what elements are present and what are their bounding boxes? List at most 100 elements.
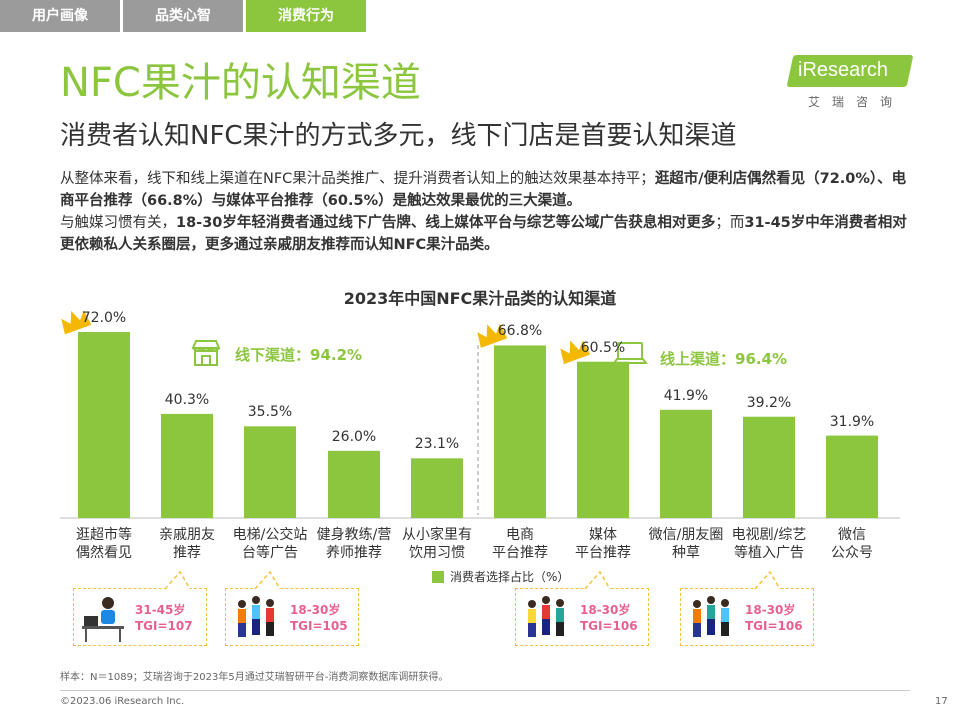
value-label-6: 66.8%	[497, 323, 543, 340]
value-label-4: 26.0%	[331, 428, 377, 445]
description-paragraph-1: 从整体来看，线下和线上渠道在NFC果汁品类推广、提升消费者认知上的触达效果基本持…	[60, 168, 910, 212]
category-label-1: 逛超市等 偶然看见	[59, 526, 149, 562]
young-people-icon	[693, 596, 729, 637]
logo-cn-text: 艾瑞咨询	[808, 95, 905, 109]
desc-bold: 18-30岁年轻消费者通过线下广告牌、线上媒体平台与综艺等公域广告获息相对更多	[176, 215, 716, 231]
description-paragraph-2: 与触媒习惯有关，18-30岁年轻消费者通过线下广告牌、线上媒体平台与综艺等公域广…	[60, 212, 910, 256]
bar-4	[328, 450, 380, 518]
tgi-callout-2	[225, 588, 359, 646]
tgi-age-1: 31-45岁	[135, 603, 186, 617]
tgi-age-4: 18-30岁	[745, 603, 796, 617]
bar-10	[826, 435, 878, 518]
chart-legend: 消费者选择占比（%）	[432, 568, 569, 585]
category-label-3: 电梯/公交站 台等广告	[225, 526, 315, 562]
desc-bold: 逛超市/便利店偶然看见（72.0%）、电商平台推荐（66.8%）与媒体平台推荐（…	[60, 171, 907, 209]
crown-icon	[61, 310, 92, 335]
category-label-line: 饮用习惯	[409, 545, 465, 561]
chart-title: 2023年中国NFC果汁品类的认知渠道	[343, 289, 617, 308]
section-tabs: 用户画像 品类心智 消费行为	[0, 0, 369, 32]
desc-bold: 31-45岁中年消费者相对更依赖私人关系圈层，更多通过亲戚朋友推荐而认知NFC果…	[60, 215, 907, 253]
bar-1	[78, 332, 130, 518]
category-label-line: 电视剧/综艺	[731, 527, 807, 543]
tgi-callout-4	[680, 588, 814, 646]
category-label-5: 从小家里有 饮用习惯	[392, 526, 482, 562]
bar-5	[411, 458, 463, 518]
category-label-line: 平台推荐	[575, 545, 631, 561]
tgi-age-2: 18-30岁	[290, 603, 341, 617]
category-label-line: 公众号	[831, 545, 873, 561]
category-label-line: 平台推荐	[492, 545, 548, 561]
office-person-icon	[82, 597, 124, 642]
category-label-line: 亲戚朋友	[159, 527, 215, 543]
bar-6	[494, 345, 546, 518]
offline-channel-label: 线下渠道：94.2%	[235, 346, 363, 364]
tab-category-mindset[interactable]: 品类心智	[123, 0, 243, 32]
category-label-4: 健身教练/营 养师推荐	[309, 526, 399, 562]
desc-text: 从整体来看，线下和线上渠道在NFC果汁品类推广、提升消费者认知上的触达效果基本持…	[60, 171, 655, 187]
young-people-icon	[238, 596, 274, 637]
tgi-value-2: TGI=105	[290, 619, 348, 633]
store-icon	[191, 340, 221, 366]
page-subtitle: 消费者认知NFC果汁的方式多元，线下门店是首要认知渠道	[60, 121, 737, 151]
category-label-line: 推荐	[173, 545, 201, 561]
tgi-value-3: TGI=106	[580, 619, 638, 633]
desc-text: ；而	[715, 215, 745, 231]
bar-9	[743, 416, 795, 518]
footer-note: 样本：N＝1089；艾瑞咨询于2023年5月通过艾瑞智研平台-消费洞察数据库调研…	[60, 672, 449, 683]
value-label-5: 23.1%	[414, 436, 460, 453]
category-label-line: 逛超市等	[76, 527, 132, 543]
category-label-line: 从小家里有	[402, 527, 472, 543]
legend-swatch	[432, 571, 444, 583]
footer-divider	[60, 690, 910, 691]
desc-text: 与触媒习惯有关，	[60, 215, 176, 231]
legend-label: 消费者选择占比（%）	[450, 570, 570, 584]
tgi-value-1: TGI=107	[135, 619, 193, 633]
category-label-8: 微信/朋友圈 种草	[641, 526, 731, 562]
category-label-7: 媒体 平台推荐	[558, 526, 648, 562]
value-label-10: 31.9%	[829, 413, 875, 430]
tab-user-profile[interactable]: 用户画像	[0, 0, 120, 32]
category-label-line: 种草	[672, 545, 700, 561]
iresearch-logo: iResearch 艾瑞咨询	[786, 55, 920, 110]
category-label-line: 微信/朋友圈	[648, 527, 724, 543]
category-label-line: 台等广告	[242, 545, 298, 561]
category-label-line: 电梯/公交站	[232, 527, 308, 543]
category-label-10: 微信 公众号	[807, 526, 897, 562]
value-label-3: 35.5%	[247, 404, 293, 421]
description: 从整体来看，线下和线上渠道在NFC果汁品类推广、提升消费者认知上的触达效果基本持…	[60, 168, 910, 256]
value-label-1: 72.0%	[81, 310, 127, 326]
value-label-2: 40.3%	[164, 391, 210, 408]
category-label-9: 电视剧/综艺 等植入广告	[724, 526, 814, 562]
tab-consumer-behavior[interactable]: 消费行为	[246, 0, 366, 32]
category-label-line: 微信	[838, 527, 866, 543]
value-label-9: 39.2%	[746, 394, 792, 411]
tgi-age-3: 18-30岁	[580, 603, 631, 617]
category-label-6: 电商 平台推荐	[475, 526, 565, 562]
page-number: 17	[935, 696, 948, 707]
logo-text: iResearch	[798, 59, 889, 81]
category-label-2: 亲戚朋友 推荐	[142, 526, 232, 562]
category-label-line: 电商	[506, 527, 534, 543]
young-people-icon	[528, 596, 564, 637]
tgi-callout-3	[515, 588, 649, 646]
category-label-line: 偶然看见	[76, 545, 132, 561]
category-label-line: 媒体	[589, 527, 617, 543]
tgi-value-4: TGI=106	[745, 619, 803, 633]
category-label-line: 健身教练/营	[316, 527, 392, 543]
category-label-line: 养师推荐	[326, 545, 382, 561]
bar-7	[577, 361, 629, 518]
bar-3	[244, 426, 296, 518]
crown-icon	[477, 323, 508, 348]
category-label-line: 等植入广告	[734, 545, 804, 561]
page-title: NFC果汁的认知渠道	[60, 60, 421, 106]
footer-copyright: ©2023.06 iResearch Inc.	[60, 696, 185, 707]
laptop-icon	[612, 342, 648, 364]
value-label-8: 41.9%	[663, 387, 709, 404]
online-channel-label: 线上渠道：96.4%	[660, 350, 788, 368]
bar-2	[161, 413, 213, 518]
crown-icon	[560, 340, 591, 365]
value-label-7: 60.5%	[580, 339, 626, 356]
bar-8	[660, 409, 712, 518]
